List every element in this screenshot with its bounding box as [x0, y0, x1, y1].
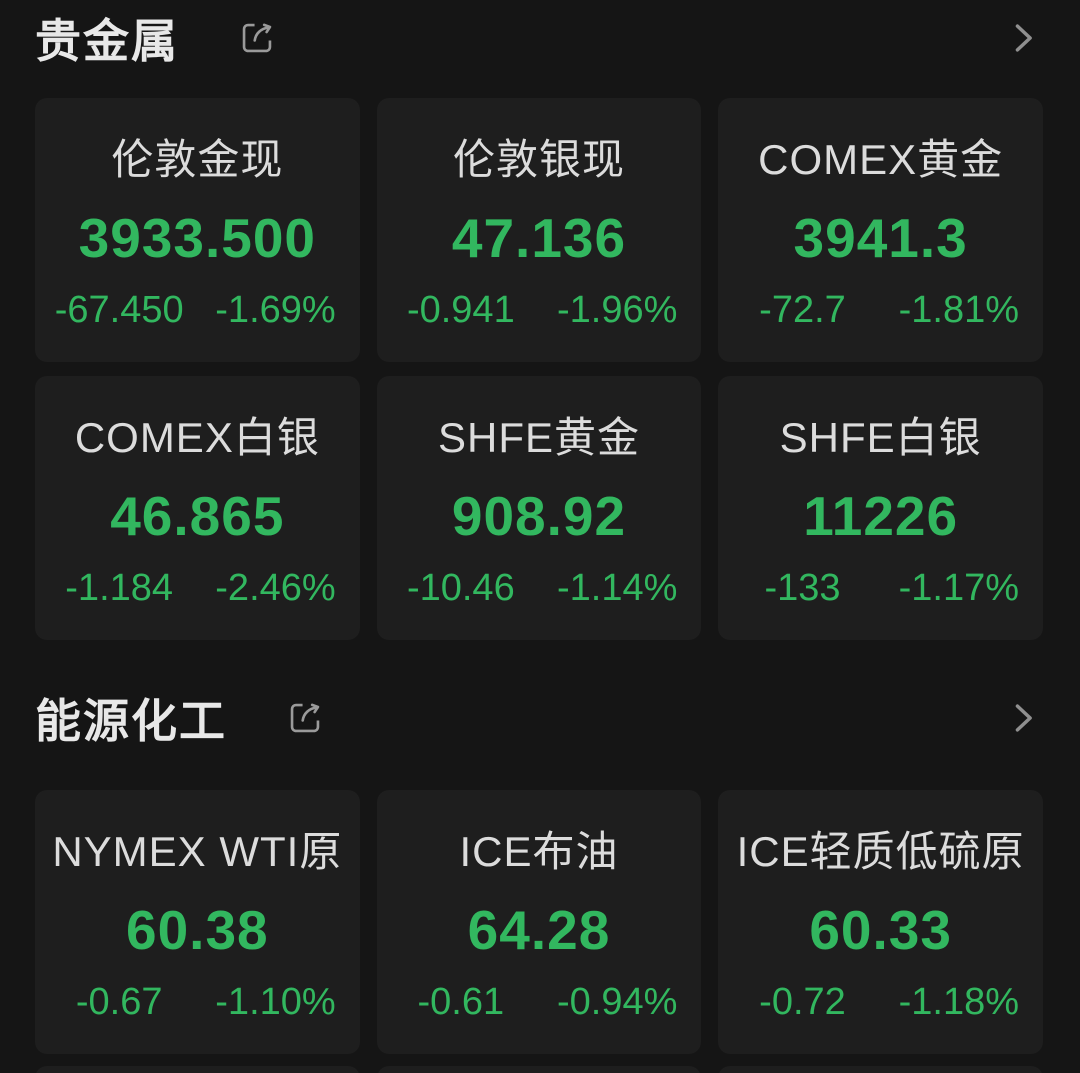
percent-change: -2.46% — [215, 567, 336, 609]
instrument-name: 伦敦金现 — [111, 136, 284, 183]
section-header-precious-metals: 贵金属 — [35, 10, 1043, 67]
instrument-price: 908.92 — [451, 485, 627, 547]
quote-card-ice-light-sweet[interactable]: ICE轻质低硫原 60.33 -0.72 -1.18% — [718, 790, 1043, 1054]
quote-card-nymex-wti[interactable]: NYMEX WTI原 60.38 -0.67 -1.10% — [35, 790, 360, 1054]
instrument-price: 47.136 — [451, 207, 627, 269]
percent-change: -1.14% — [556, 567, 678, 609]
percent-change: -1.10% — [215, 981, 336, 1023]
instrument-price: 11226 — [803, 485, 959, 547]
section-title: 贵金属 — [35, 15, 179, 67]
price-change: -0.941 — [406, 289, 515, 331]
instrument-name: NYMEX WTI原 — [52, 828, 343, 875]
percent-change: -1.96% — [556, 289, 678, 331]
quote-card-partial[interactable] — [35, 1066, 360, 1073]
quote-card-comex-gold[interactable]: COMEX黄金 3941.3 -72.7 -1.81% — [718, 98, 1043, 362]
instrument-price: 60.33 — [809, 899, 952, 961]
quote-card-partial[interactable] — [718, 1066, 1043, 1073]
quote-card-london-silver[interactable]: 伦敦银现 47.136 -0.941 -1.96% — [376, 98, 702, 362]
percent-change: -1.18% — [898, 981, 1020, 1023]
share-button[interactable] — [235, 16, 279, 60]
instrument-name: COMEX黄金 — [758, 136, 1004, 183]
percent-change: -1.81% — [898, 289, 1020, 331]
quote-card-shfe-gold[interactable]: SHFE黄金 908.92 -10.46 -1.14% — [376, 376, 702, 640]
quote-card-comex-silver[interactable]: COMEX白银 46.865 -1.184 -2.46% — [35, 376, 360, 640]
chevron-right-icon — [1015, 704, 1032, 732]
quote-card-shfe-silver[interactable]: SHFE白银 11226 -133 -1.17% — [718, 376, 1043, 640]
instrument-price: 64.28 — [467, 899, 611, 961]
share-export-icon — [242, 23, 272, 53]
instrument-name: 伦敦银现 — [452, 136, 625, 183]
quote-card-partial[interactable] — [376, 1066, 702, 1073]
share-button[interactable] — [283, 696, 327, 740]
instrument-price: 46.865 — [110, 485, 285, 547]
quote-card-ice-brent[interactable]: ICE布油 64.28 -0.61 -0.94% — [376, 790, 702, 1054]
chevron-right-icon — [1015, 24, 1032, 52]
section-more-button[interactable] — [1003, 698, 1043, 738]
share-export-icon — [290, 703, 320, 733]
price-change: -0.61 — [417, 981, 505, 1023]
section-more-button[interactable] — [1003, 18, 1043, 58]
price-change: -1.184 — [65, 567, 174, 609]
percent-change: -0.94% — [556, 981, 678, 1023]
percent-change: -1.69% — [215, 289, 336, 331]
price-change: -133 — [764, 567, 841, 609]
price-change: -67.450 — [54, 289, 184, 331]
energy-chemicals-grid: NYMEX WTI原 60.38 -0.67 -1.10% ICE布油 64.2… — [35, 790, 1043, 1054]
quote-card-london-gold[interactable]: 伦敦金现 3933.500 -67.450 -1.69% — [35, 98, 360, 362]
price-change: -10.46 — [406, 567, 515, 609]
instrument-name: ICE布油 — [459, 828, 619, 875]
section-title: 能源化工 — [35, 695, 227, 747]
instrument-name: COMEX白银 — [74, 414, 320, 461]
instrument-price: 3933.500 — [78, 207, 317, 269]
price-change: -72.7 — [759, 289, 846, 331]
next-row-partial-grid — [35, 1066, 1043, 1073]
percent-change: -1.17% — [898, 567, 1020, 609]
price-change: -0.67 — [75, 981, 163, 1023]
section-header-energy-chemicals: 能源化工 — [35, 690, 1043, 747]
instrument-name: SHFE白银 — [779, 414, 982, 461]
instrument-price: 60.38 — [126, 899, 269, 961]
instrument-name: ICE轻质低硫原 — [736, 828, 1025, 875]
instrument-price: 3941.3 — [793, 207, 968, 269]
precious-metals-grid: 伦敦金现 3933.500 -67.450 -1.69% 伦敦银现 47.136… — [35, 98, 1043, 640]
instrument-name: SHFE黄金 — [437, 414, 640, 461]
price-change: -0.72 — [759, 981, 846, 1023]
